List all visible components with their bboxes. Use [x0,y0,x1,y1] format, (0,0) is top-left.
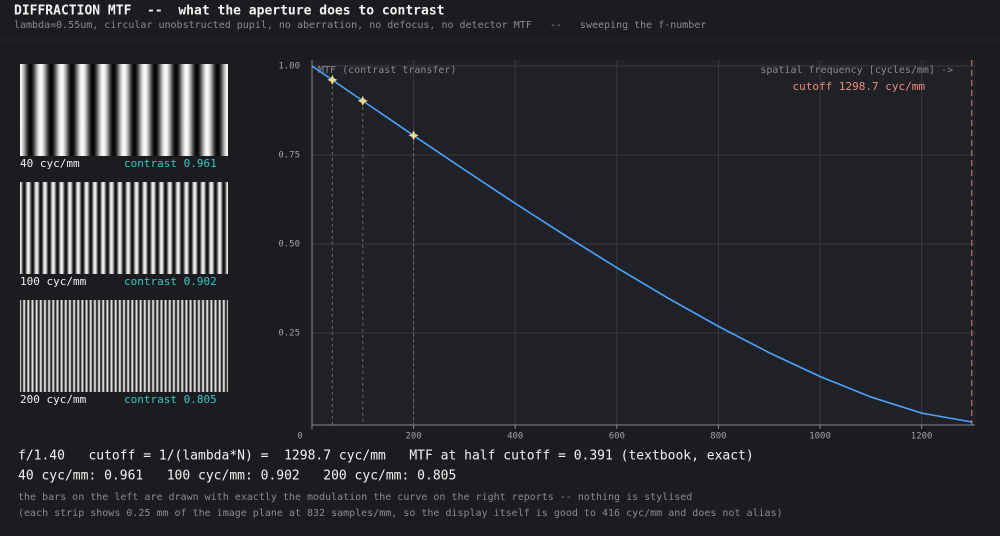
contrast-marker [327,74,338,85]
footer-note: the bars on the left are drawn with exac… [18,492,692,503]
strip-frequency-label: 100 cyc/mm [20,275,87,288]
grating-strip [20,300,228,392]
y-tick-label: 1.00 [278,62,300,72]
grating-strip [20,182,228,274]
footer-note: (each strip shows 0.25 mm of the image p… [18,508,783,519]
x-tick-label: 1000 [809,432,831,442]
contrast-marker [408,130,419,141]
x-tick-label: 800 [710,432,726,442]
subtitle: lambda=0.55um, circular unobstructed pup… [14,20,706,31]
mtf-curve [311,65,972,423]
x-tick-label: 1200 [911,432,933,442]
strip-frequency-label: 40 cyc/mm [20,157,80,170]
y-tick-label: 0.75 [278,151,300,161]
x-tick-label: 200 [405,432,421,442]
footer-summary: f/1.40 cutoff = 1/(lambda*N) = 1298.7 cy… [18,449,754,464]
grating-strip [20,64,228,156]
y-axis-label: MTF (contrast transfer) [318,65,456,76]
title: DIFFRACTION MTF -- what the aperture doe… [14,4,444,19]
strip-contrast-label: contrast 0.961 [124,157,217,170]
x-axis-label: spatial frequency [cycles/mm] -> [760,65,953,76]
strip-contrast-label: contrast 0.805 [124,393,217,406]
y-tick-label: 0.25 [278,329,300,339]
y-tick-label: 0.50 [278,240,300,250]
strip-contrast-label: contrast 0.902 [124,275,217,288]
footer-values: 40 cyc/mm: 0.961 100 cyc/mm: 0.902 200 c… [18,469,456,484]
cutoff-label: cutoff 1298.7 cyc/mm [793,80,926,93]
x-tick-label: 0 [297,432,302,442]
strip-frequency-label: 200 cyc/mm [20,393,87,406]
plot-area [312,60,976,425]
x-tick-label: 600 [609,432,625,442]
x-tick-label: 400 [507,432,523,442]
contrast-marker [357,95,368,106]
